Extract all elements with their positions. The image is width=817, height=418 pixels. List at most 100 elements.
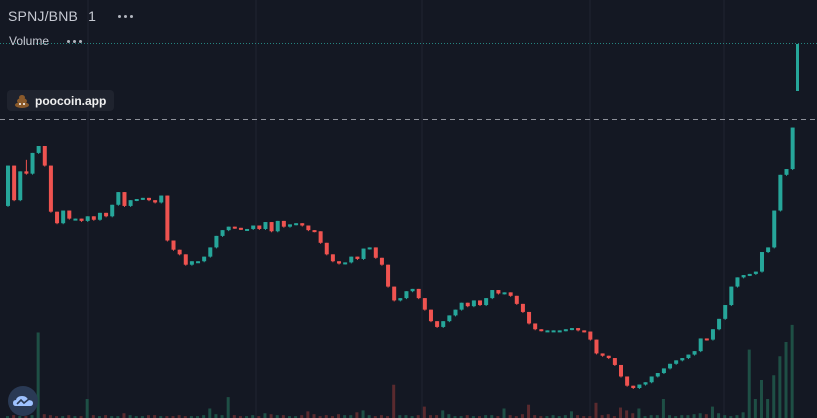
interval-label[interactable]: 1: [88, 8, 96, 24]
volume-bar: [91, 415, 95, 418]
volume-bar: [668, 415, 672, 418]
candle-up: [766, 247, 771, 253]
candle-up: [245, 228, 250, 231]
volume-bar: [159, 416, 163, 418]
candle-up: [6, 165, 10, 206]
candle-up: [349, 256, 354, 263]
candle-up: [251, 225, 256, 229]
candle-up: [723, 305, 728, 319]
volume-bar: [214, 414, 218, 418]
candle-down: [257, 225, 262, 229]
candle-up: [661, 368, 666, 374]
volume-bar: [655, 415, 659, 418]
volume-bar: [281, 415, 285, 418]
candle-up: [772, 210, 777, 248]
candle-up: [97, 212, 102, 220]
volume-bar: [12, 415, 16, 418]
volume-bar: [140, 416, 144, 418]
candle-up: [263, 222, 268, 229]
volume-bar: [55, 416, 59, 418]
candle-up: [367, 247, 372, 250]
volume-bar: [104, 415, 108, 418]
volume-more-options-icon[interactable]: [65, 37, 84, 46]
badge-text: poocoin.app: [35, 93, 107, 108]
volume-bar: [36, 332, 40, 418]
volume-bar: [649, 415, 653, 418]
candle-up: [73, 218, 78, 221]
candle-down: [177, 249, 182, 255]
candle-down: [238, 227, 243, 230]
volume-bar: [220, 415, 224, 418]
volume-bar: [61, 416, 65, 418]
candle-up: [569, 328, 574, 331]
volume-bar: [766, 399, 770, 418]
volume-bar: [312, 414, 316, 418]
volume-bar: [110, 416, 114, 418]
volume-bar: [502, 408, 506, 418]
candle-down: [588, 331, 593, 340]
volume-bar: [251, 415, 255, 418]
volume-bar: [18, 416, 22, 418]
more-options-icon[interactable]: [116, 12, 135, 21]
volume-bar: [496, 416, 500, 418]
candle-down: [91, 216, 96, 220]
candle-down: [171, 240, 176, 250]
poocoin-badge[interactable]: poocoin.app: [7, 90, 115, 111]
volume-bar: [606, 414, 610, 418]
candle-up: [551, 330, 556, 333]
volume-bar: [324, 415, 328, 418]
candle-up: [128, 200, 133, 206]
candle-up: [655, 373, 660, 377]
chart-legend: SPNJ/BNB 1: [8, 6, 135, 26]
candle-down: [428, 309, 433, 322]
volume-bar: [520, 414, 524, 418]
candle-down: [373, 247, 378, 258]
volume-bar: [698, 413, 702, 418]
volume-bar: [563, 415, 567, 418]
candle-up: [453, 309, 458, 316]
volume-bar: [588, 416, 592, 418]
candle-down: [42, 146, 47, 166]
volume-bars: [6, 324, 794, 418]
candle-up: [790, 127, 795, 170]
candle-up: [196, 261, 201, 264]
candle-down: [153, 200, 158, 203]
candle-down: [337, 261, 342, 264]
volume-bar: [349, 415, 353, 418]
candle-up: [189, 261, 194, 265]
volume-bar: [171, 416, 175, 418]
volume-bar: [753, 399, 757, 418]
volume-bar: [692, 414, 696, 418]
volume-bar: [73, 416, 77, 418]
candle-up: [557, 330, 562, 333]
tradingview-logo-button[interactable]: [8, 386, 38, 416]
volume-bar: [435, 415, 439, 418]
candle-down: [318, 231, 323, 243]
candle-up: [484, 298, 489, 306]
candle-up: [649, 376, 654, 383]
symbol-label[interactable]: SPNJ/BNB: [8, 8, 79, 24]
candle-down: [386, 264, 391, 287]
volume-label[interactable]: Volume: [9, 34, 50, 48]
volume-bar: [490, 415, 494, 418]
candle-down: [232, 226, 237, 229]
volume-bar: [189, 416, 193, 418]
candle-up: [563, 329, 568, 332]
volume-bar: [30, 415, 34, 418]
volume-bar: [704, 414, 708, 418]
volume-bar: [165, 416, 169, 418]
volume-bar: [747, 349, 751, 418]
volume-bar: [287, 416, 291, 418]
volume-spike-bar: [796, 44, 799, 91]
candle-down: [435, 321, 440, 327]
volume-bar: [600, 415, 604, 418]
candle-up: [686, 354, 691, 359]
candle-up: [294, 223, 299, 226]
volume-bar: [717, 413, 721, 418]
candle-down: [300, 223, 305, 226]
volume-bar: [533, 415, 537, 418]
candle-down: [520, 303, 525, 312]
candle-down: [704, 338, 709, 341]
candle-down: [416, 288, 421, 299]
